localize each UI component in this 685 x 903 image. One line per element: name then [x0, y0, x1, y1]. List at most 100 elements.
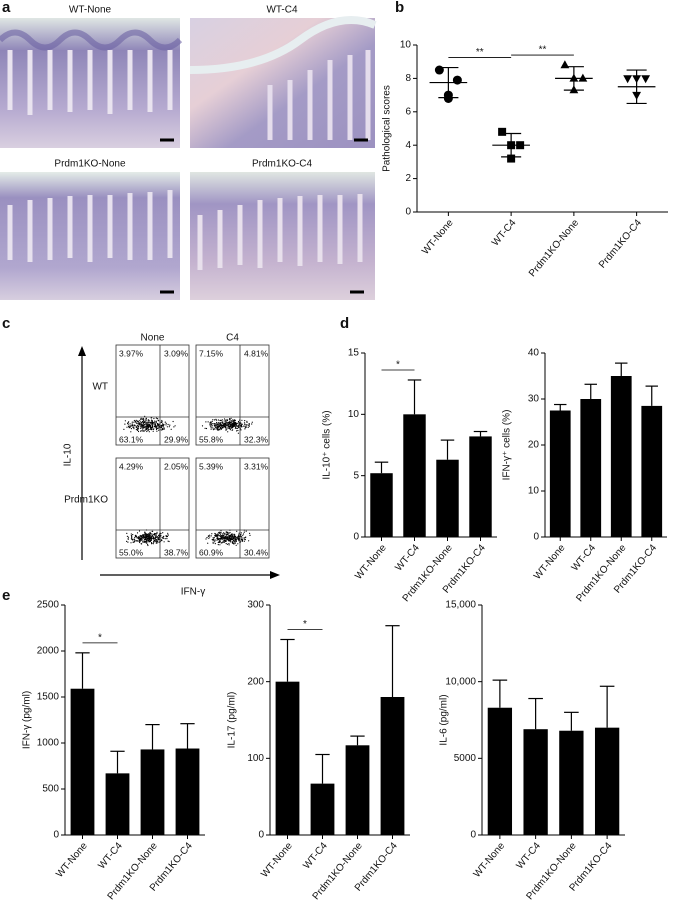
flow-dot: [143, 541, 145, 543]
x-tick-label: WT-None: [472, 840, 508, 880]
flow-dot: [225, 429, 227, 431]
flow-dot: [135, 429, 137, 431]
flow-dot: [129, 423, 131, 425]
flow-dot: [152, 422, 154, 424]
flow-dot: [221, 423, 223, 425]
flow-dot: [223, 422, 225, 424]
flow-dot: [138, 536, 140, 538]
flow-dot: [133, 426, 135, 428]
flow-dot: [229, 532, 231, 534]
flow-dot: [137, 429, 139, 431]
flow-dot: [138, 530, 141, 532]
flow-dot: [136, 428, 138, 430]
flow-dot: [138, 540, 140, 543]
flow-dot: [141, 418, 143, 421]
flow-dot: [217, 535, 219, 537]
flow-dot: [240, 532, 242, 534]
flow-dot: [137, 423, 140, 425]
flow-dot: [127, 538, 129, 540]
flow-dot: [133, 428, 135, 430]
flow-dot: [205, 538, 207, 540]
flow-dot: [244, 428, 246, 430]
flow-dot: [147, 419, 149, 421]
flow-dot: [150, 536, 152, 538]
flow-dot: [229, 424, 231, 426]
flow-dot: [150, 537, 152, 539]
flow-dot: [211, 420, 213, 422]
flow-dot: [227, 531, 229, 534]
flow-dot: [236, 430, 238, 432]
y-tick-label: 40: [528, 348, 540, 359]
quadrant-percent: 38.7%: [164, 547, 189, 557]
flow-dot: [165, 424, 167, 426]
flow-dot: [215, 418, 217, 420]
y-tick-label: 20: [528, 440, 540, 451]
flow-dot: [238, 423, 240, 425]
flow-dot: [158, 429, 160, 431]
flow-dot: [169, 424, 171, 426]
flow-dot: [243, 540, 245, 542]
flow-dot: [225, 426, 227, 429]
flow-dot: [151, 534, 153, 536]
y-tick-label: 10,000: [445, 676, 476, 687]
flow-dot: [230, 541, 232, 543]
flow-dot: [241, 538, 243, 541]
flow-dot: [231, 537, 233, 539]
flow-dot: [148, 420, 150, 422]
flow-dot: [231, 533, 234, 535]
flow-dot: [214, 428, 216, 430]
flow-dot: [164, 421, 166, 423]
flow-dot: [154, 537, 156, 540]
flow-dot: [207, 542, 209, 544]
flow-dot: [131, 536, 133, 539]
flow-dot: [136, 537, 138, 539]
y-tick-label: 10: [528, 486, 540, 497]
flow-dot: [207, 535, 210, 537]
flow-dot: [219, 535, 221, 537]
flow-dot: [251, 421, 253, 423]
quadrant-percent: 3.31%: [244, 461, 269, 471]
flow-dot: [140, 417, 142, 419]
flow-dot: [153, 422, 155, 424]
flow-dot: [225, 428, 227, 430]
flow-dot: [209, 426, 212, 428]
flow-dot: [146, 538, 148, 540]
flow-dot: [154, 540, 157, 542]
flow-dot: [136, 422, 138, 425]
flow-dot: [155, 421, 157, 423]
flow-dot: [141, 425, 143, 427]
flow-dot: [226, 418, 228, 421]
flow-dot: [231, 426, 233, 428]
bar: [380, 697, 405, 835]
flow-dot: [146, 534, 148, 536]
flow-dot: [137, 540, 139, 542]
flow-dot: [168, 540, 170, 543]
flow-dot: [244, 423, 246, 425]
flow-y-label: IL-10: [63, 443, 74, 466]
flow-dot: [233, 424, 236, 426]
flow-dot: [130, 535, 132, 537]
y-tick-label: 15,000: [445, 600, 476, 611]
flow-dot: [213, 427, 215, 429]
x-tick-label: WT-None: [259, 840, 295, 880]
bar: [140, 749, 165, 835]
flow-dot: [236, 424, 238, 426]
flow-dots: [201, 417, 253, 434]
flow-dot: [237, 537, 240, 540]
flow-dot: [151, 533, 153, 535]
flow-dot: [158, 536, 160, 538]
flow-dot: [223, 534, 225, 536]
flow-dot: [231, 534, 233, 536]
flow-dot: [214, 532, 216, 535]
flow-dot: [208, 537, 210, 539]
flow-dot: [220, 424, 222, 426]
x-tick-label: Prdm1KO-None: [527, 217, 581, 279]
flow-dot: [241, 539, 243, 542]
y-tick-label: 1500: [37, 692, 60, 703]
x-tick-label: WT-C4: [515, 840, 544, 871]
flow-dot: [145, 420, 147, 422]
flow-dot: [222, 537, 224, 540]
flow-dot: [142, 428, 144, 430]
flow-dot: [126, 540, 128, 543]
